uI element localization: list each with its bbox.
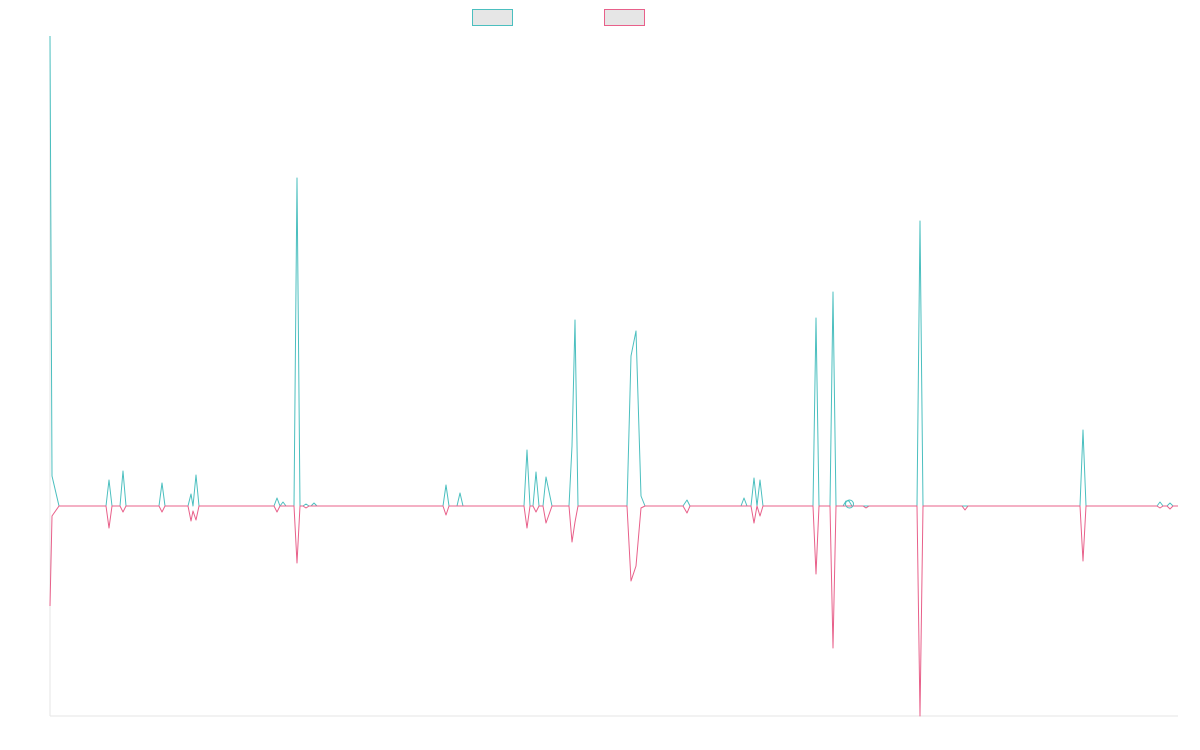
legend[interactable] [472,9,645,26]
series-line-2 [49,505,1178,717]
series-line-1 [49,35,1178,507]
axes [49,36,1178,717]
legend-swatch-1[interactable] [472,9,513,26]
plot-area [49,35,1178,717]
baseline-marker [845,499,854,509]
legend-swatch-2[interactable] [604,9,645,26]
